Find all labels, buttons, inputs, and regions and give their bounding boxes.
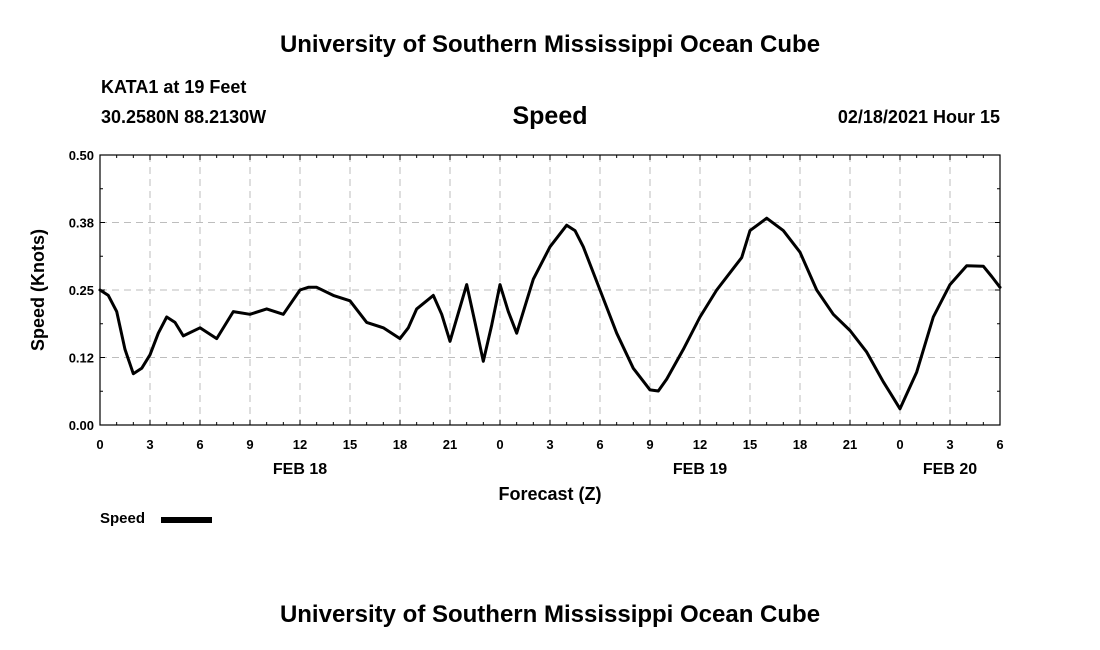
speed-series-line [98, 216, 1002, 411]
chart-ticks: 0 3 6 9 12 15 18 21 0 3 6 9 12 15 18 21 0 3 6 0.00 0.12 0.25 0… [69, 148, 1004, 478]
chart-header-title: University of Southern Mississippi Ocean… [279, 31, 821, 58]
chart-variable-title: Speed [512, 102, 588, 130]
legend-label: Speed [100, 510, 146, 527]
x-tick-label: 18 [793, 437, 807, 452]
x-tick-label: 3 [546, 437, 553, 452]
x-day-label: FEB 18 [273, 461, 327, 478]
station-coordinates: 30.2580N 88.2130W [101, 107, 267, 127]
y-tick-label: 0.12 [69, 351, 94, 366]
x-tick-label: 9 [646, 437, 653, 452]
x-tick-label: 15 [343, 437, 357, 452]
x-tick-label: 6 [596, 437, 603, 452]
x-axis-label: Forecast (Z) [498, 484, 601, 504]
x-tick-label: 3 [146, 437, 153, 452]
x-day-label: FEB 19 [673, 461, 727, 478]
y-tick-label: 0.00 [69, 418, 94, 433]
legend-swatch [161, 517, 212, 523]
y-tick-label: 0.25 [69, 283, 94, 298]
x-tick-label: 9 [246, 437, 253, 452]
x-tick-label: 18 [393, 437, 407, 452]
x-tick-label: 0 [96, 437, 103, 452]
x-tick-label: 15 [743, 437, 757, 452]
x-tick-label: 3 [946, 437, 953, 452]
y-tick-label: 0.38 [69, 216, 94, 231]
y-tick-label: 0.50 [69, 148, 94, 163]
x-tick-label: 0 [896, 437, 903, 452]
chart-grid [100, 155, 1000, 425]
x-tick-label: 0 [496, 437, 503, 452]
x-tick-label: 12 [293, 437, 307, 452]
y-axis-label: Speed (Knots) [28, 229, 48, 351]
x-tick-label: 21 [443, 437, 457, 452]
chart-series [98, 216, 1002, 411]
x-day-label: FEB 20 [923, 461, 977, 478]
x-tick-label: 12 [693, 437, 707, 452]
x-tick-label: 6 [196, 437, 203, 452]
forecast-datetime: 02/18/2021 Hour 15 [837, 107, 1000, 127]
station-name: KATA1 at 19 Feet [101, 77, 247, 97]
x-tick-label: 21 [843, 437, 857, 452]
x-tick-label: 6 [996, 437, 1003, 452]
chart-footer-title: University of Southern Mississippi Ocean… [279, 601, 821, 628]
